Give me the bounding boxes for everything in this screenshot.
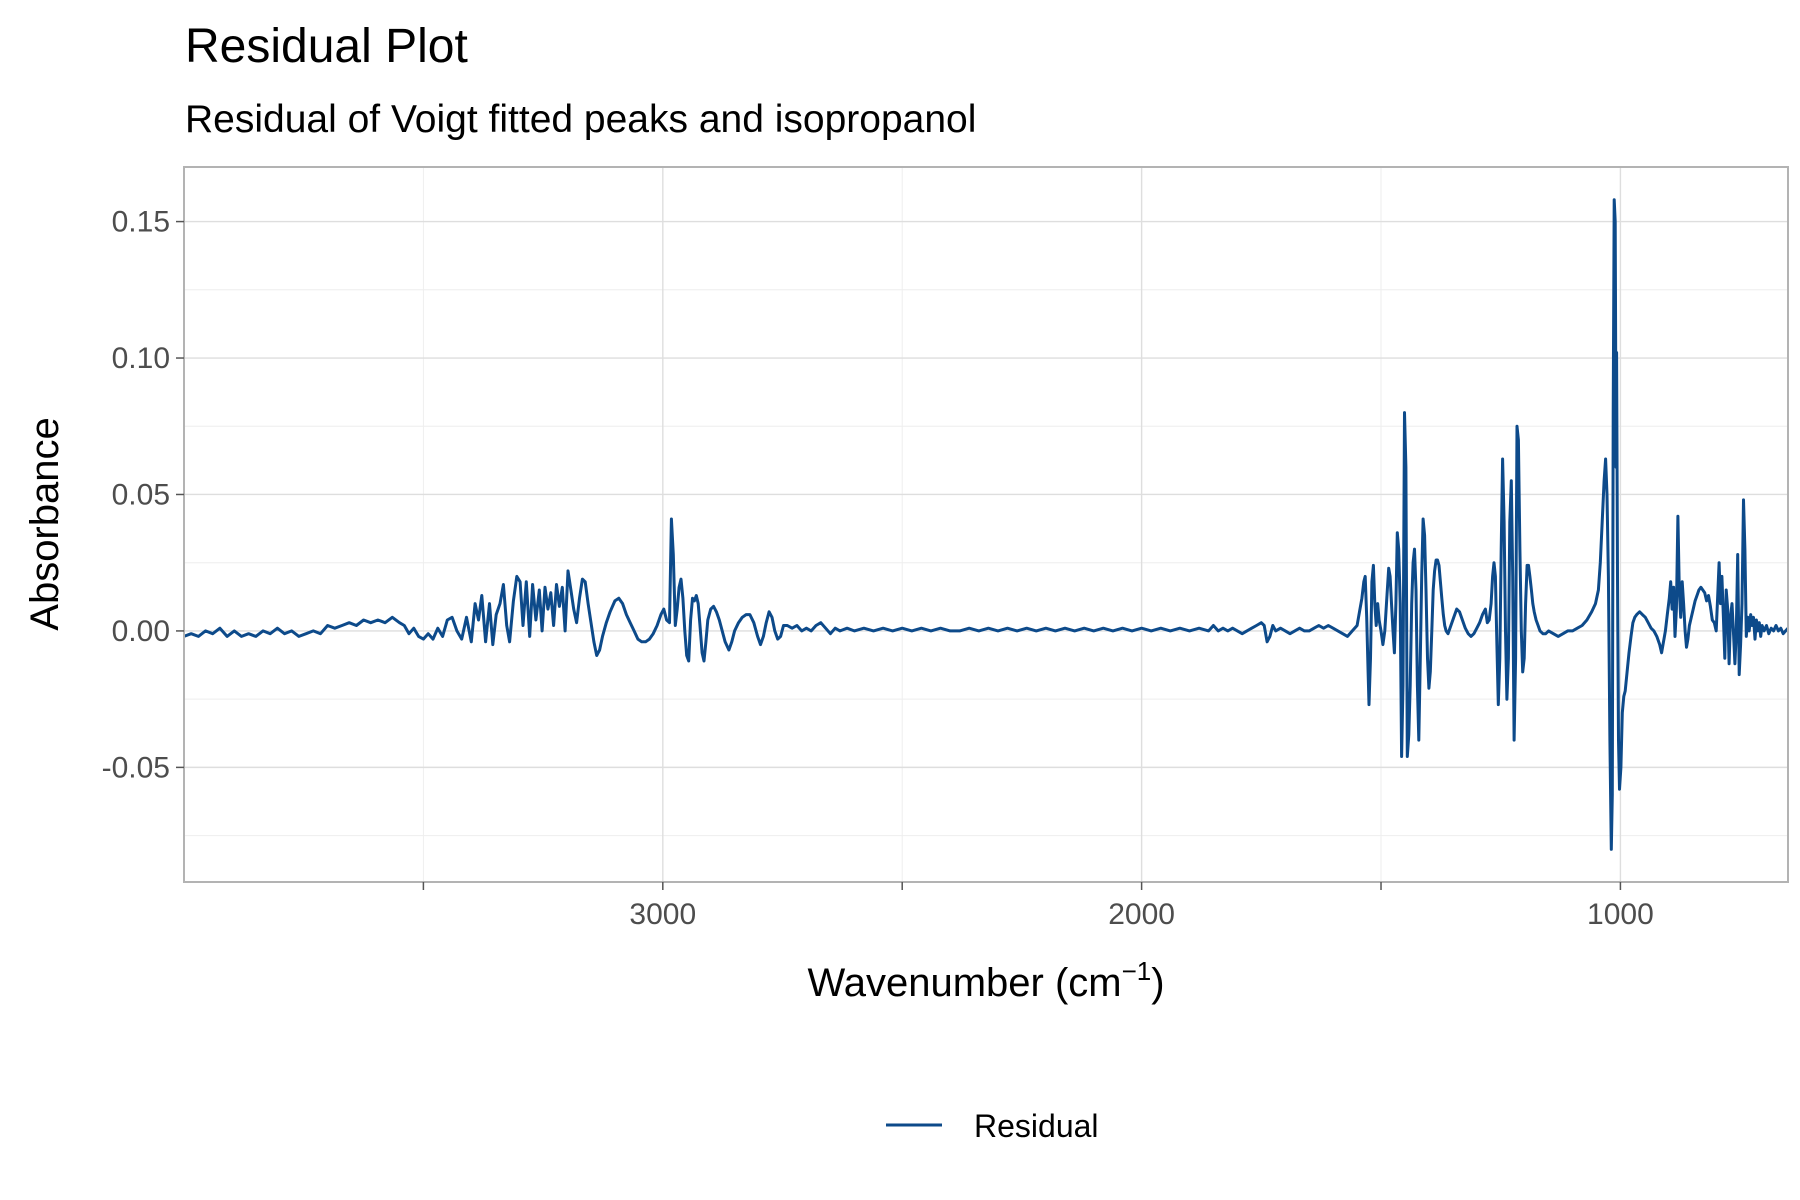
x-tick-label: 2000	[1108, 898, 1175, 931]
residual-series-line	[184, 198, 1788, 851]
x-axis-title-sup: −1	[1122, 956, 1152, 986]
x-axis-title-text: Wavenumber (cm	[807, 961, 1121, 1005]
y-tick-label: 0.00	[112, 615, 170, 648]
y-axis-ticks: 0.15 0.10 0.05 0.00 -0.05	[102, 206, 184, 784]
x-tick-label: 3000	[629, 898, 696, 931]
x-axis-title-close: )	[1151, 961, 1164, 1005]
plot-panel-border	[183, 166, 1789, 883]
chart-title: Residual Plot	[185, 20, 468, 73]
y-tick-label: 0.15	[112, 206, 170, 239]
x-axis-ticks: 3000 2000 1000	[422, 882, 1654, 931]
legend-label-residual: Residual	[974, 1108, 1099, 1144]
y-tick-label: -0.05	[102, 751, 170, 784]
grid-major	[184, 167, 1788, 882]
y-tick-label: 0.10	[112, 342, 170, 375]
y-tick-label: 0.05	[112, 478, 170, 511]
x-tick-label: 1000	[1587, 898, 1654, 931]
legend: Residual	[886, 1108, 1099, 1144]
y-axis-title: Absorbance	[23, 417, 67, 630]
x-axis-title: Wavenumber (cm−1)	[807, 956, 1164, 1005]
grid-minor	[184, 167, 1788, 882]
chart-subtitle: Residual of Voigt fitted peaks and isopr…	[185, 98, 976, 141]
plot-clip-group	[184, 198, 1788, 851]
